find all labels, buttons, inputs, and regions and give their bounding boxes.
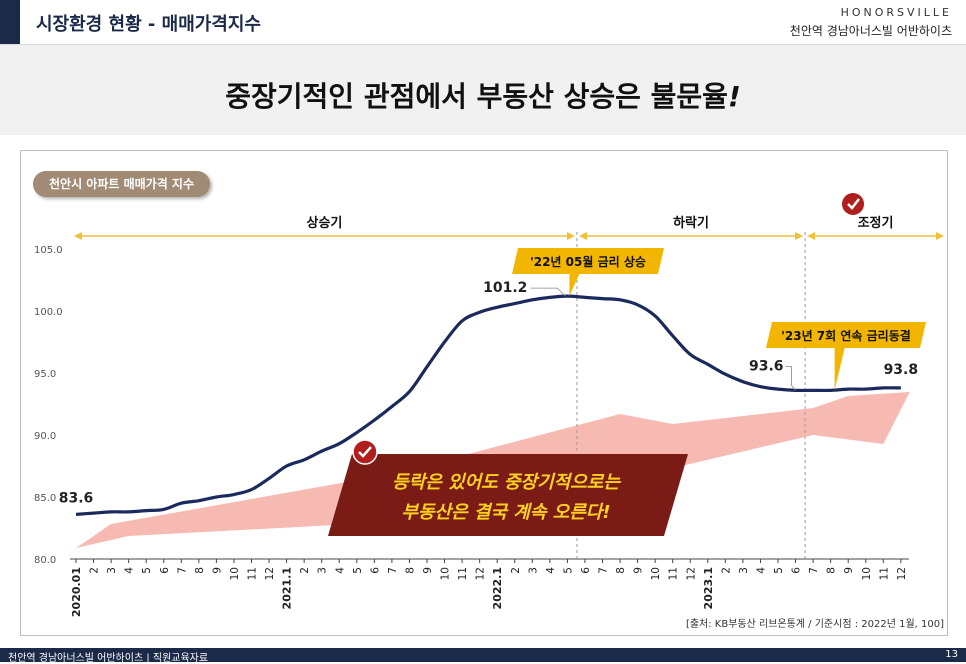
page-title: 시장환경 현황 - 매매가격지수 — [36, 14, 261, 35]
x-tick-label: 9 — [422, 567, 434, 574]
x-tick-label: 2 — [299, 567, 311, 574]
footer: 천안역 경남아너스빌 어반하이츠 | 직원교육자료 13 — [0, 648, 966, 664]
data-label: 93.6 — [749, 358, 784, 374]
x-tick-label: 7 — [808, 567, 820, 574]
phase-label: 조정기 — [858, 215, 894, 231]
x-tick-label: 6 — [791, 567, 803, 574]
x-tick-label: 12 — [475, 567, 487, 580]
brand: HONORSVILLE 천안역 경남아너스빌 어반하이츠 — [790, 6, 952, 39]
callout-text: '23년 7회 연속 금리동결 — [781, 328, 911, 343]
x-tick-label: 10 — [861, 567, 873, 580]
x-tick-label: 6 — [159, 567, 171, 574]
x-tick-label: 11 — [878, 567, 890, 580]
x-tick-label: 10 — [650, 567, 662, 580]
x-tick-label: 2 — [510, 567, 522, 574]
data-label: 93.8 — [884, 362, 919, 378]
chart-tag: 천안시 아파트 매매가격 지수 — [33, 171, 211, 197]
x-tick-label: 5 — [141, 567, 153, 574]
x-tick-label: 5 — [352, 567, 364, 574]
y-tick-label: 95.0 — [34, 369, 56, 380]
page-number: 13 — [945, 649, 958, 660]
x-tick-label: 3 — [738, 567, 750, 574]
x-tick-label: 5 — [562, 567, 574, 574]
callout-text: '22년 05월 금리 상승 — [530, 254, 646, 269]
phase-arrow-head — [807, 232, 816, 240]
brand-name-en: HONORSVILLE — [840, 6, 952, 19]
x-tick-label: 2 — [720, 567, 732, 574]
source-note: [출처: KB부동산 리브온통계 / 기준시점 : 2022년 1월, 100] — [686, 618, 944, 630]
x-tick-label: 4 — [755, 567, 767, 574]
phase-label: 상승기 — [307, 216, 343, 231]
x-tick-label: 2021.1 — [281, 567, 294, 609]
x-tick-label: 10 — [440, 567, 452, 580]
title-accent — [0, 0, 20, 44]
headline-text: 중장기적인 관점에서 부동산 상승은 불문율 — [225, 80, 728, 113]
y-tick-label: 85.0 — [34, 493, 56, 504]
data-label: 83.6 — [59, 490, 94, 506]
chart-panel: 천안시 아파트 매매가격 지수 — [20, 150, 948, 636]
check-badge-icon — [842, 193, 864, 215]
x-tick-label: 12 — [264, 567, 276, 580]
headline-banner: 중장기적인 관점에서 부동산 상승은 불문율! — [0, 45, 966, 135]
x-tick-label: 8 — [826, 567, 838, 574]
leader-line — [785, 365, 796, 391]
callout-box: '23년 7회 연속 금리동결 — [766, 322, 926, 390]
phase-arrow-head — [936, 232, 944, 240]
message-banner — [328, 454, 688, 536]
phase-arrow-head — [74, 232, 82, 240]
message-line-1: 등락은 있어도 중장기적으로는 — [392, 472, 621, 493]
x-tick-label: 2022.1 — [491, 567, 504, 609]
message-line-2: 부동산은 결국 계속 오른다! — [401, 502, 610, 523]
phase-arrow-head — [578, 232, 587, 240]
y-tick-label: 100.0 — [34, 307, 63, 318]
x-tick-label: 9 — [633, 567, 645, 574]
x-tick-label: 12 — [896, 567, 908, 580]
x-tick-label: 10 — [229, 567, 241, 580]
x-tick-label: 7 — [598, 567, 610, 574]
x-tick-label: 8 — [404, 567, 416, 574]
x-tick-label: 5 — [773, 567, 785, 574]
headline-mark: ! — [727, 80, 741, 113]
x-tick-label: 11 — [457, 567, 469, 580]
y-tick-label: 105.0 — [34, 245, 63, 256]
y-tick-label: 90.0 — [34, 431, 56, 442]
message-check-mark-icon — [358, 446, 372, 458]
x-tick-label: 6 — [580, 567, 592, 574]
check-mark-icon — [847, 198, 860, 210]
x-tick-label: 12 — [685, 567, 697, 580]
x-tick-label: 2020.01 — [70, 567, 83, 617]
leader-line — [530, 287, 566, 297]
x-tick-label: 3 — [527, 567, 539, 574]
price-index-line — [75, 294, 901, 516]
x-tick-label: 4 — [334, 567, 346, 574]
x-tick-label: 9 — [211, 567, 223, 574]
x-tick-label: 8 — [615, 567, 627, 574]
callout-box: '22년 05월 금리 상승 — [512, 248, 664, 296]
headline: 중장기적인 관점에서 부동산 상승은 불문율! — [0, 75, 966, 115]
callout-shape — [512, 248, 664, 296]
x-tick-label: 9 — [843, 567, 855, 574]
x-tick-label: 2 — [89, 567, 101, 574]
footer-text: 천안역 경남아너스빌 어반하이츠 | 직원교육자료 — [8, 653, 209, 664]
x-tick-label: 4 — [545, 567, 557, 574]
x-tick-label: 6 — [369, 567, 381, 574]
x-tick-label: 3 — [106, 567, 118, 574]
x-tick-label: 2023.1 — [702, 567, 715, 609]
phase-arrow-head — [566, 232, 575, 240]
phase-label: 하락기 — [673, 215, 709, 231]
x-tick-label: 7 — [387, 567, 399, 574]
phase-arrow-head — [795, 232, 804, 240]
x-tick-label: 7 — [176, 567, 188, 574]
y-tick-label: 80.0 — [34, 555, 56, 566]
data-label: 101.2 — [483, 280, 527, 296]
x-tick-label: 8 — [194, 567, 206, 574]
top-bar: 시장환경 현황 - 매매가격지수 HONORSVILLE 천안역 경남아너스빌 … — [0, 0, 966, 45]
brand-name-ko: 천안역 경남아너스빌 어반하이츠 — [789, 24, 952, 38]
x-tick-label: 11 — [668, 567, 680, 580]
x-tick-label: 11 — [247, 567, 259, 580]
callout-shape — [766, 322, 926, 390]
x-tick-label: 3 — [317, 567, 329, 574]
x-tick-label: 4 — [124, 567, 136, 574]
